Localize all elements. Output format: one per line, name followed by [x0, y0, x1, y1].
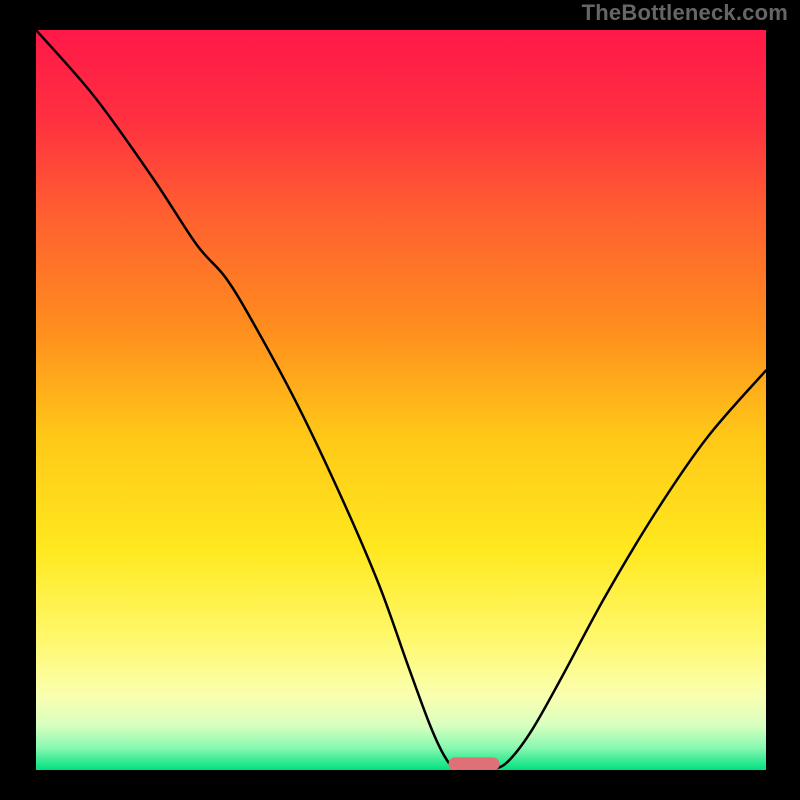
chart-svg — [36, 30, 766, 770]
chart-background — [36, 30, 766, 770]
optimal-marker — [448, 757, 499, 770]
bottleneck-curve-chart — [36, 30, 766, 770]
watermark-text: TheBottleneck.com — [582, 0, 788, 26]
stage: TheBottleneck.com — [0, 0, 800, 800]
